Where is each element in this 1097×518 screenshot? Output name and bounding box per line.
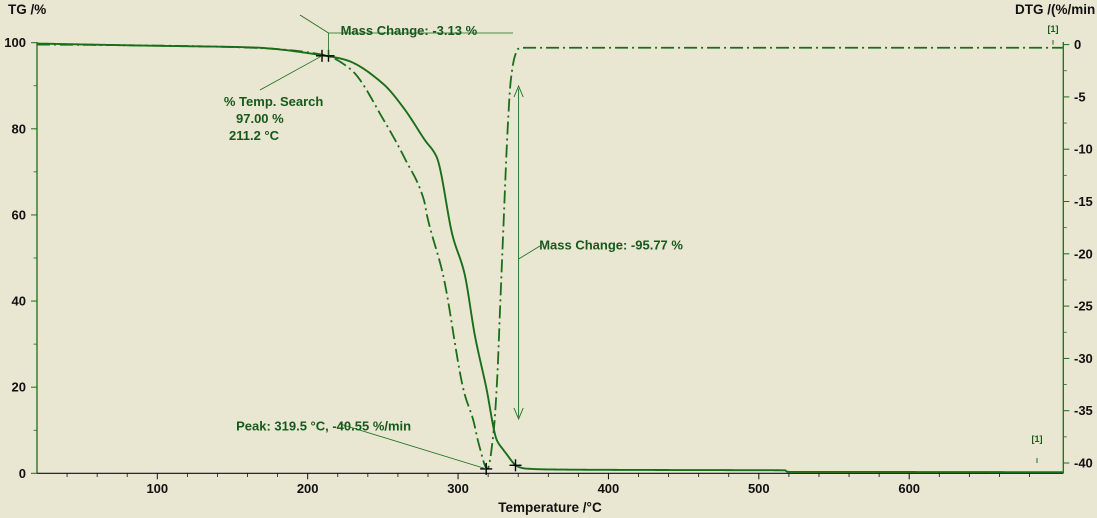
svg-text:Temperature /°C: Temperature /°C bbox=[498, 500, 602, 515]
svg-text:80: 80 bbox=[12, 121, 26, 136]
svg-text:400: 400 bbox=[598, 481, 620, 496]
svg-text:60: 60 bbox=[12, 207, 26, 222]
svg-text:-25: -25 bbox=[1074, 299, 1093, 314]
svg-text:-30: -30 bbox=[1074, 351, 1093, 366]
svg-text:500: 500 bbox=[748, 481, 770, 496]
svg-text:-5: -5 bbox=[1074, 89, 1086, 104]
svg-text:TG /%: TG /% bbox=[8, 2, 46, 17]
svg-text:97.00 %: 97.00 % bbox=[236, 111, 284, 126]
svg-text:100: 100 bbox=[4, 35, 26, 50]
svg-text:0: 0 bbox=[1074, 37, 1081, 52]
svg-text:Peak: 319.5 °C, -40.55 %/min: Peak: 319.5 °C, -40.55 %/min bbox=[236, 418, 411, 433]
svg-text:[1]: [1] bbox=[1032, 434, 1043, 444]
svg-text:% Temp. Search: % Temp. Search bbox=[224, 94, 324, 109]
svg-text:Mass Change: -95.77 %: Mass Change: -95.77 % bbox=[539, 238, 683, 253]
svg-text:DTG /(%/min: DTG /(%/min bbox=[1015, 2, 1095, 17]
svg-text:211.2 °C: 211.2 °C bbox=[229, 128, 280, 143]
svg-text:-35: -35 bbox=[1074, 403, 1093, 418]
svg-text:600: 600 bbox=[898, 481, 920, 496]
svg-text:300: 300 bbox=[447, 481, 469, 496]
svg-text:-20: -20 bbox=[1074, 246, 1093, 261]
svg-text:-15: -15 bbox=[1074, 194, 1093, 209]
svg-text:-10: -10 bbox=[1074, 142, 1093, 157]
svg-text:Mass Change: -3.13 %: Mass Change: -3.13 % bbox=[341, 23, 478, 38]
svg-text:[1]: [1] bbox=[1048, 24, 1059, 34]
svg-text:0: 0 bbox=[19, 466, 26, 481]
svg-text:40: 40 bbox=[12, 294, 26, 309]
svg-text:200: 200 bbox=[297, 481, 319, 496]
svg-text:20: 20 bbox=[12, 380, 26, 395]
svg-text:-40: -40 bbox=[1074, 456, 1093, 471]
svg-text:100: 100 bbox=[146, 481, 168, 496]
